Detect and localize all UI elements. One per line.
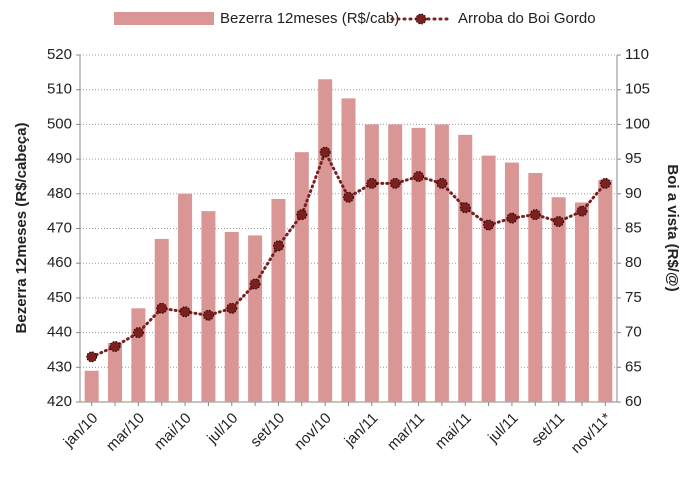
line-marker: [483, 219, 495, 231]
legend-label: Bezerra 12meses (R$/cab): [220, 10, 399, 27]
y2-tick-label: 75: [625, 289, 642, 306]
y2-tick-label: 65: [625, 358, 642, 375]
bar: [154, 238, 169, 402]
line-marker: [109, 340, 121, 352]
y2-tick-label: 60: [625, 393, 642, 410]
y2-tick-label: 80: [625, 254, 642, 271]
x-tick-label: jan/11: [341, 410, 382, 451]
line-marker: [132, 327, 144, 339]
line-marker: [202, 309, 214, 321]
y2-tick-label: 110: [625, 46, 649, 63]
bar: [551, 197, 566, 402]
bar: [201, 211, 216, 402]
line-marker: [343, 191, 354, 203]
bar: [318, 79, 333, 402]
y-axis-label: Bezerra 12meses (R$/cabeça): [13, 123, 30, 334]
y-tick-label: 520: [47, 46, 72, 63]
bar: [364, 124, 379, 403]
y2-tick-label: 100: [625, 115, 650, 132]
x-tick-label: mar/10: [103, 410, 148, 455]
x-tick-label: mai/11: [432, 410, 475, 453]
bar: [84, 370, 99, 402]
line-marker: [226, 302, 238, 314]
line-marker: [296, 209, 308, 221]
bar: [248, 235, 263, 402]
bar: [434, 124, 449, 403]
line-marker: [249, 278, 261, 290]
y2-tick-label: 70: [625, 324, 642, 341]
y-tick-label: 470: [47, 219, 72, 236]
y-tick-label: 510: [47, 81, 72, 98]
x-tick-label: jul/10: [203, 410, 241, 448]
y2-tick-label: 85: [625, 219, 642, 236]
y-tick-label: 500: [47, 115, 72, 132]
bar: [271, 199, 286, 402]
legend-swatch: [415, 13, 427, 25]
x-tick-label: nov/11*: [568, 410, 615, 457]
line-marker: [179, 306, 191, 318]
legend-swatch: [114, 12, 214, 25]
bar: [341, 98, 356, 402]
line-marker: [366, 177, 378, 189]
line-marker: [436, 177, 448, 189]
x-tick-label: set/10: [247, 410, 288, 451]
bar: [528, 172, 543, 402]
line-marker: [156, 302, 168, 314]
bar: [411, 127, 426, 403]
y-tick-label: 420: [47, 393, 72, 410]
bar: [598, 179, 613, 402]
line: [90, 148, 607, 359]
line-marker: [553, 216, 565, 228]
bar: [131, 308, 146, 402]
y-tick-label: 480: [47, 185, 72, 202]
bar: [481, 155, 496, 402]
line-marker: [576, 205, 588, 217]
line-marker: [506, 212, 518, 224]
y2-tick-label: 95: [625, 150, 642, 167]
bar: [388, 124, 403, 403]
y-tick-label: 490: [47, 150, 72, 167]
y-tick-label: 440: [47, 324, 72, 341]
y2-tick-label: 105: [625, 81, 650, 98]
line-marker: [599, 177, 611, 189]
legend-label: Arroba do Boi Gordo: [458, 10, 596, 27]
line-marker: [319, 146, 331, 158]
y-tick-label: 430: [47, 358, 72, 375]
y2-tick-label: 90: [625, 185, 642, 202]
bar: [108, 343, 123, 402]
line-marker: [86, 351, 98, 363]
line-marker: [413, 170, 425, 182]
x-tick-label: set/11: [528, 410, 568, 450]
bar: [178, 193, 193, 402]
bar: [224, 231, 239, 402]
line-marker: [459, 202, 471, 214]
line-marker: [272, 240, 284, 252]
bar: [504, 162, 519, 402]
y2-axis-label: Boi a vista (R$/@): [664, 164, 681, 291]
bar: [458, 134, 473, 402]
x-tick-label: mai/10: [151, 410, 195, 454]
x-tick-label: nov/10: [291, 410, 335, 454]
x-tick-label: jul/11: [484, 410, 521, 447]
bar: [294, 152, 309, 402]
x-tick-label: mar/11: [384, 410, 428, 454]
bar: [574, 202, 589, 402]
line-marker: [529, 209, 541, 221]
x-tick-label: jan/10: [60, 410, 102, 452]
y-tick-label: 460: [47, 254, 72, 271]
line-marker: [389, 177, 401, 189]
y-tick-label: 450: [47, 289, 72, 306]
